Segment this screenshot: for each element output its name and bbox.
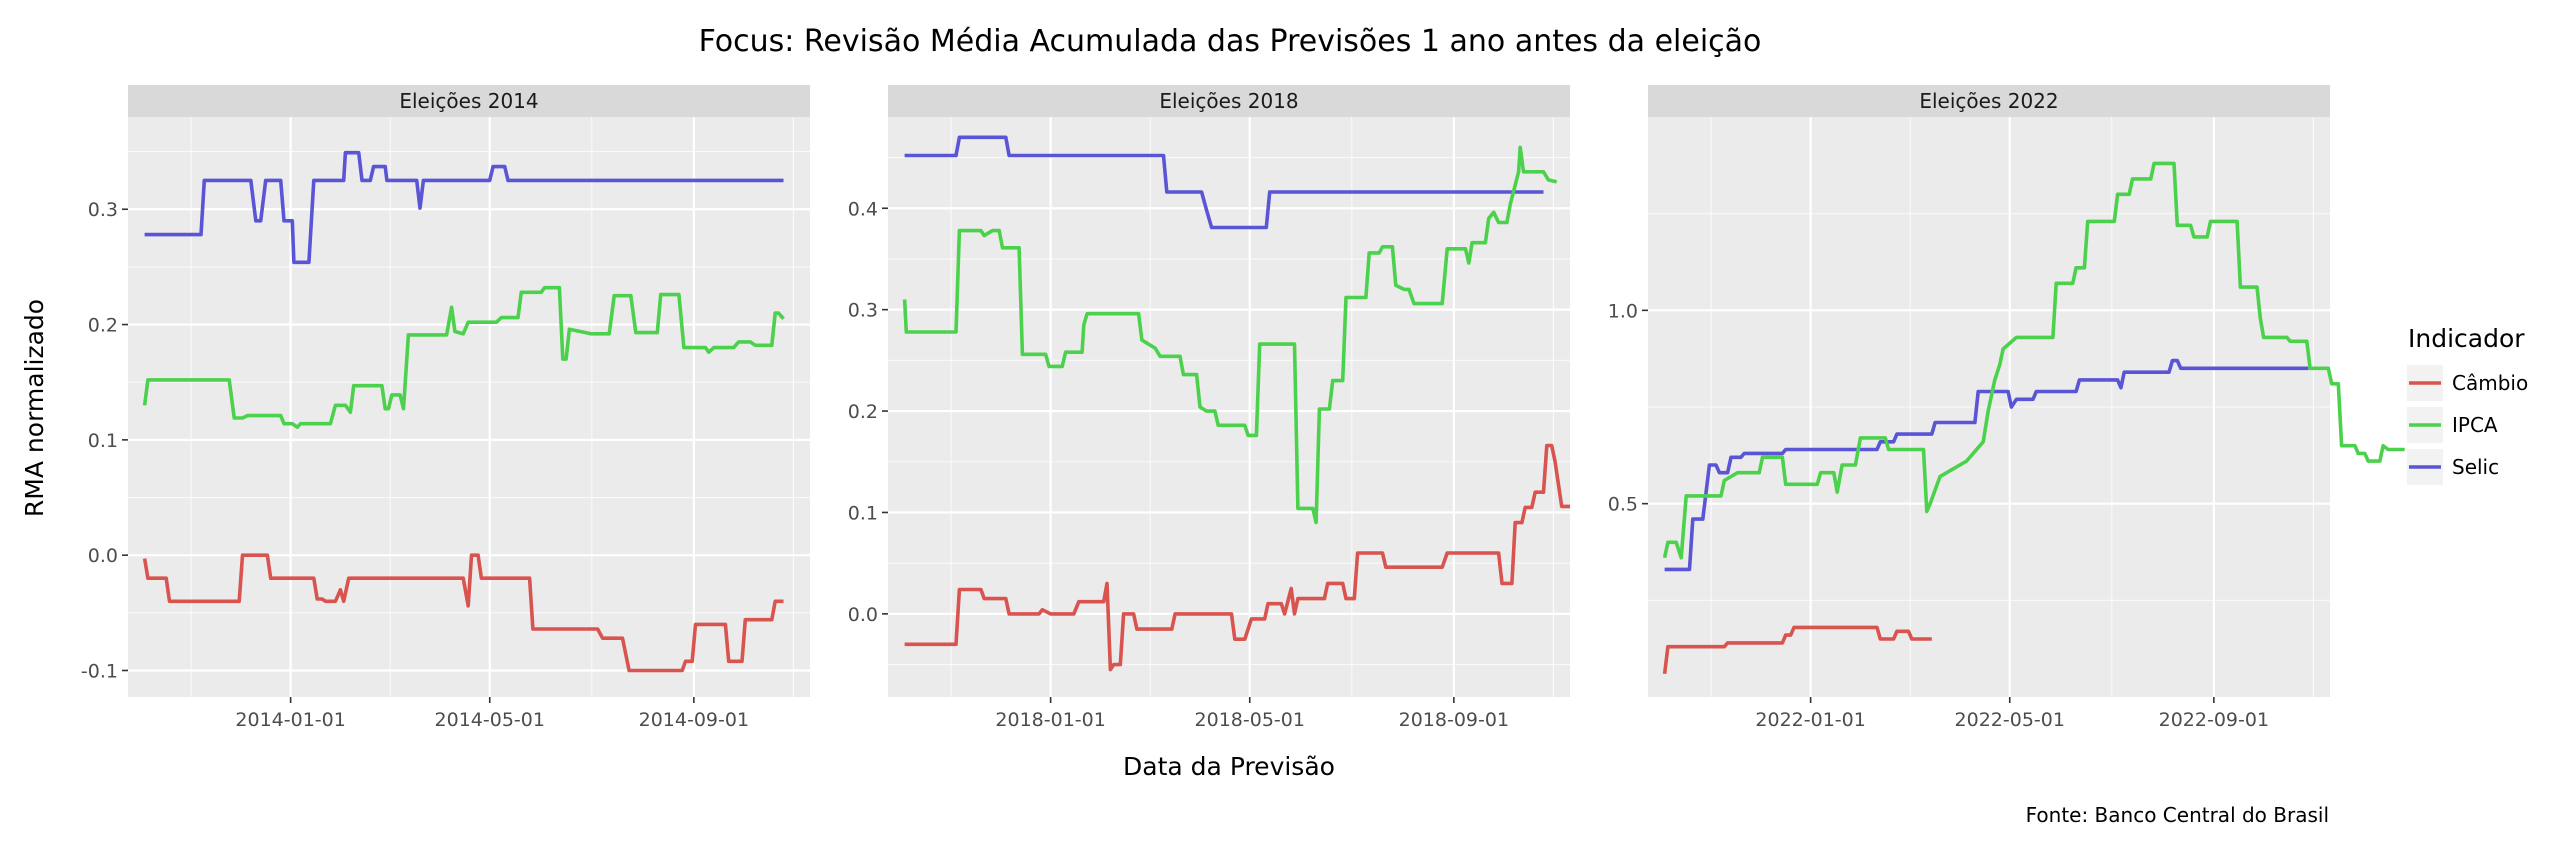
panel-background [888, 117, 1570, 697]
y-tick-label: 0.2 [848, 401, 878, 423]
x-tick-label: 2014-09-01 [639, 709, 749, 731]
x-tick-label: 2018-01-01 [995, 709, 1105, 731]
legend-label: Selic [2452, 455, 2499, 479]
y-tick-label: 1.0 [1608, 300, 1638, 322]
legend-item-selic: Selic [2407, 449, 2499, 485]
chart-caption: Fonte: Banco Central do Brasil [2026, 803, 2329, 827]
facet-eleicoes-2018: Eleições 2018 0.0 0.1 0.2 0.3 0.4 2018-01-01 20… [848, 85, 1570, 731]
facets: Eleições 2014 -0.1 0.0 0.1 0.2 0.3 2014-01-01 2… [81, 85, 2405, 731]
facet-strip-eleicoes-2018 [888, 85, 1570, 117]
y-tick-label: 0.1 [848, 502, 878, 524]
legend-label: IPCA [2452, 413, 2498, 437]
legend-title: Indicador [2408, 324, 2525, 353]
series-line-selic [904, 135, 1544, 230]
x-tick-label: 2014-05-01 [435, 709, 545, 731]
series-line-ipca [142, 285, 785, 430]
y-tick-label: 0.3 [848, 300, 878, 322]
y-tick-label: 0.0 [848, 604, 878, 626]
x-axis-title: Data da Previsão [1123, 752, 1335, 781]
x-tick-label: 2018-09-01 [1399, 709, 1509, 731]
panel-background [128, 117, 810, 697]
facet-strip-eleicoes-2014 [128, 85, 810, 117]
series-line-cambio [904, 443, 1570, 672]
y-tick-label: 0.3 [88, 199, 118, 221]
legend: Indicador Câmbio IPCA Selic [2407, 324, 2528, 485]
x-tick-label: 2022-01-01 [1755, 709, 1865, 731]
y-tick-label: 0.2 [88, 315, 118, 337]
legend-item-cambio: Câmbio [2407, 365, 2528, 401]
x-tick-label: 2022-05-01 [1955, 709, 2065, 731]
series-line-cambio [1662, 625, 1932, 675]
y-tick-label: 0.5 [1608, 494, 1638, 516]
y-tick-label: -0.1 [81, 660, 118, 682]
y-tick-label: 0.0 [88, 545, 118, 567]
chart-title: Focus: Revisão Média Acumulada das Previ… [699, 24, 1762, 59]
x-tick-label: 2018-05-01 [1195, 709, 1305, 731]
facet-strip-eleicoes-2022 [1648, 85, 2330, 117]
facet-eleicoes-2014: Eleições 2014 -0.1 0.0 0.1 0.2 0.3 2014-01-01 2… [81, 85, 810, 731]
series-line-selic [144, 150, 784, 265]
facet-eleicoes-2022: Eleições 2022 0.5 1.0 2022-01-01 2022-05-01 2… [1608, 85, 2405, 731]
series-line-selic [1664, 358, 2309, 572]
series-line-cambio [142, 553, 784, 673]
series-line-ipca [1662, 161, 2405, 560]
x-tick-label: 2014-01-01 [235, 709, 345, 731]
legend-label: Câmbio [2452, 371, 2528, 395]
y-axis-title: RMA normalizado [20, 299, 49, 517]
x-tick-label: 2022-09-01 [2159, 709, 2269, 731]
legend-item-ipca: IPCA [2407, 407, 2498, 443]
series-line-ipca [902, 145, 1558, 525]
facet-strip-label: Eleições 2018 [1159, 89, 1298, 113]
facet-strip-label: Eleições 2014 [399, 89, 538, 113]
facet-strip-label: Eleições 2022 [1919, 89, 2058, 113]
y-tick-label: 0.1 [88, 430, 118, 452]
y-tick-label: 0.4 [848, 198, 878, 220]
